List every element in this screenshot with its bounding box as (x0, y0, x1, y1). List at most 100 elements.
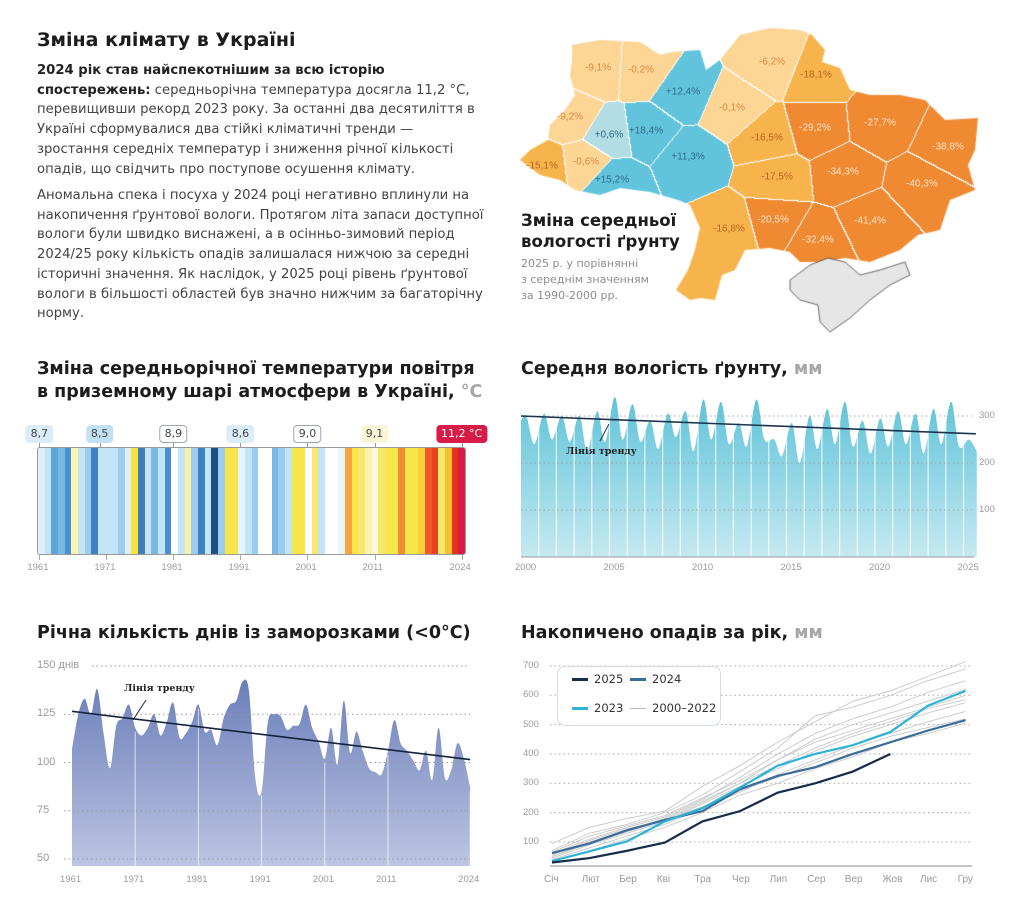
region-label: -34,3% (827, 166, 859, 178)
stripe-1973 (118, 448, 125, 554)
region-label: +15,2% (594, 174, 630, 186)
y-tick-label: 150 днів (37, 659, 80, 671)
stripe-1972 (111, 448, 119, 554)
year-tick-label: 1961 (27, 562, 49, 573)
month-label: Чер (732, 874, 750, 885)
stripe-2005 (331, 448, 339, 554)
temperature-label: 9,0 (293, 425, 322, 443)
stripe-1964 (58, 448, 65, 554)
frost-chart-title: Річна кількість днів із заморозками (<0°… (37, 623, 471, 643)
x-tick-label: 2011 (376, 874, 397, 885)
stripe-2017 (411, 448, 419, 554)
x-tick-label: 2015 (780, 562, 802, 573)
region-label: -6,2% (758, 56, 786, 68)
intro-paragraph-2: Аномальна спека і посуха у 2024 році нег… (37, 188, 484, 322)
unit-label: °C (460, 382, 483, 402)
stripe-1989 (224, 448, 232, 554)
legend-item-2025: 2025 (572, 672, 623, 686)
annotation-connector (99, 440, 101, 448)
stripe-1978 (151, 448, 159, 554)
stripe-2001 (304, 448, 312, 554)
map-title-line: вологості ґрунту (521, 232, 680, 251)
stripe-1977 (144, 448, 152, 554)
region-label: +11,3% (671, 151, 705, 163)
legend-label: 2025 (594, 672, 624, 686)
region-label: -0,2% (627, 64, 655, 76)
stripe-1995 (264, 448, 272, 554)
title-text: Середня вологість ґрунту, (521, 359, 788, 379)
stripe-1998 (284, 448, 292, 554)
x-tick-label: 1991 (249, 874, 271, 885)
region-label: -32,4% (802, 234, 834, 246)
month-label: Лис (920, 874, 938, 885)
legend-swatch (630, 707, 646, 709)
y-tick-label: 600 (523, 689, 539, 701)
stripe-2009 (358, 448, 365, 554)
year-tick-label: 1971 (94, 562, 116, 573)
region-label: -40,3% (906, 178, 938, 190)
stripe-1970 (98, 448, 105, 554)
x-tick-label: 2001 (312, 874, 334, 885)
soil-moisture-area (521, 397, 977, 557)
stripe-2011 (371, 448, 379, 554)
region-label: -15,1% (526, 160, 558, 172)
region-label: -16,5% (751, 132, 783, 144)
x-tick-label: 2010 (692, 562, 714, 573)
stripe-2016 (404, 448, 412, 554)
map-title-line: Зміна середньої (521, 211, 677, 230)
x-tick-label: 2000 (515, 562, 537, 573)
annotation-connector (173, 440, 175, 448)
series-line-2000-2022 (551, 661, 966, 844)
region-label: -20,5% (757, 214, 789, 226)
month-label: Січ (544, 874, 559, 885)
x-tick-label: 1981 (186, 874, 208, 885)
annotation-connector (240, 440, 242, 448)
stripe-2022 (444, 448, 452, 554)
annotation-connector (374, 440, 376, 448)
y-tick-label: 500 (523, 718, 539, 730)
series-line-2024 (551, 719, 966, 855)
trend-label: Лінія тренду (124, 683, 195, 694)
temperature-label: 8,7 (25, 425, 54, 443)
month-label: Жов (882, 874, 903, 885)
stripe-1986 (204, 448, 212, 554)
frost-days-area (72, 679, 471, 866)
map-title: Зміна середньої вологості ґрунту (521, 210, 680, 252)
trend-line (520, 415, 976, 435)
region-label: -17,5% (761, 171, 793, 183)
stripe-1968 (84, 448, 92, 554)
stripe-1987 (211, 448, 219, 554)
stripe-1988 (218, 448, 225, 554)
stripe-2012 (378, 448, 385, 554)
region-label: -0,6% (572, 156, 600, 168)
temperature-label: 9,1 (360, 425, 389, 443)
stripe-2020 (431, 448, 439, 554)
month-label: Сер (807, 874, 826, 885)
region-label: -41,4% (854, 215, 886, 227)
y-tick-label: 300 (523, 777, 539, 789)
x-tick-label: 2020 (869, 562, 891, 573)
region-label: -27,7% (864, 117, 896, 129)
stripe-1961 (38, 448, 45, 554)
stripe-1996 (271, 448, 279, 554)
stripe-2019 (424, 448, 432, 554)
y-tick-label: 200 (979, 457, 995, 468)
title-line: Зміна середньорічної температури повітря (37, 359, 475, 379)
series-line-2023 (551, 689, 966, 863)
x-tick-label: 1961 (60, 874, 82, 885)
series-line-2000-2022 (551, 668, 966, 852)
intro-bold: 2024 рік став найспекотнішим за всю істо… (37, 63, 385, 98)
precip-legend: 2025 2024 2023 2000–2022 (557, 666, 721, 726)
x-tick-label: 2005 (603, 562, 625, 573)
stripe-1974 (124, 448, 132, 554)
month-label: Тра (694, 874, 712, 885)
series-line-2000-2022 (551, 680, 966, 855)
region-label: -18,1% (800, 69, 832, 81)
annotation-connector (461, 440, 463, 448)
series-line-2000-2022 (551, 689, 966, 853)
month-label: Бер (619, 874, 637, 885)
stripe-1999 (291, 448, 299, 554)
month-label: Кві (656, 874, 671, 885)
